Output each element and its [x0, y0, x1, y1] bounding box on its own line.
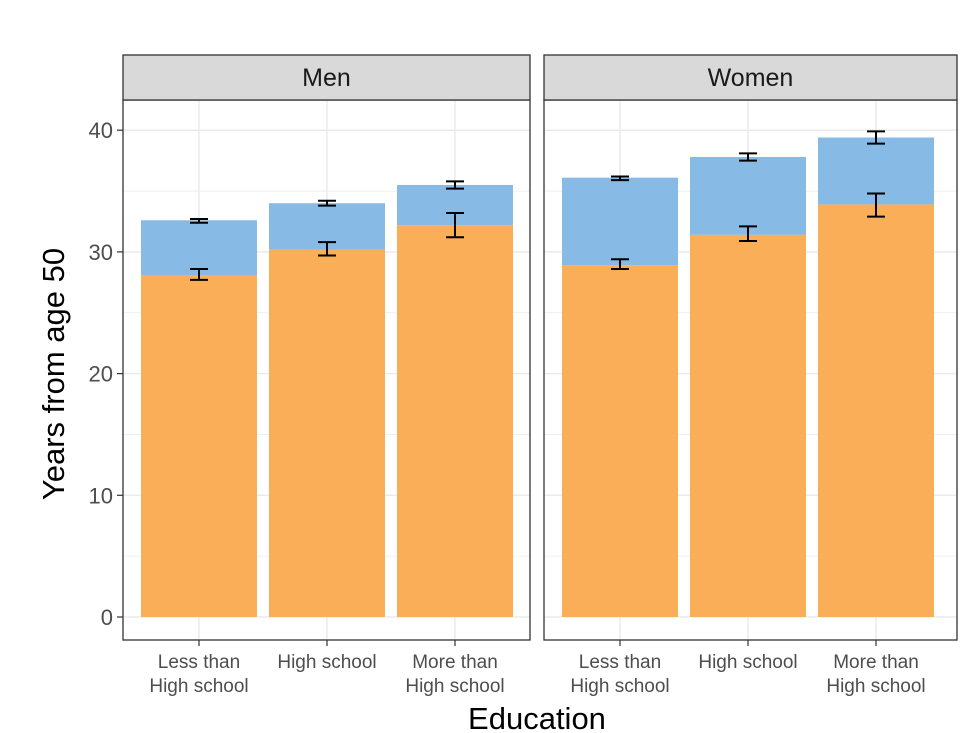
facet-strip: [122, 54, 531, 101]
errorbar-total: [318, 199, 336, 207]
panels-layer: 0 10 20 30 40 Men Less than High school High sch…: [89, 54, 958, 697]
bar-group: [690, 156, 806, 617]
x-tick-label: High school: [277, 652, 376, 673]
errorbar-lower: [611, 258, 629, 270]
x-tick-label: More than High school: [405, 652, 504, 697]
errorbar-lower: [318, 241, 336, 257]
bar-lower-segment: [690, 234, 806, 617]
facet-strip-label: Men: [302, 64, 351, 92]
bar-lower-segment: [818, 204, 934, 617]
bar-lower-segment: [397, 225, 513, 617]
y-tick-label: 40: [89, 118, 113, 143]
x-tick-label: Less than High school: [570, 652, 669, 697]
y-axis-title: Years from age 50: [36, 248, 71, 500]
bar-group: [397, 184, 513, 617]
bar-lower-segment: [562, 265, 678, 617]
bar-upper-segment: [690, 156, 806, 235]
bar-group: [562, 177, 678, 617]
y-tick-label: 30: [89, 240, 113, 265]
bar-lower-segment: [269, 249, 385, 617]
errorbar-lower: [739, 225, 757, 242]
errorbar-total: [867, 130, 885, 145]
errorbar-total: [190, 218, 208, 224]
bar-group: [269, 203, 385, 617]
panel-women: Women Less than High school High school More…: [543, 54, 958, 697]
bar-lower-segment: [141, 275, 257, 617]
bar-upper-segment: [562, 177, 678, 266]
y-tick-label: 20: [89, 362, 113, 387]
x-tick-label: Less than High school: [149, 652, 248, 697]
bar-upper-segment: [141, 220, 257, 276]
errorbar-lower: [446, 211, 464, 239]
errorbar-lower: [190, 267, 208, 281]
x-tick-label: More than High school: [826, 652, 925, 697]
bar-group: [141, 220, 257, 617]
y-tick-label: 0: [101, 605, 113, 630]
x-axis-title: Education: [468, 701, 606, 733]
errorbar-total: [739, 152, 757, 162]
errorbar-total: [446, 180, 464, 190]
y-tick-label: 10: [89, 483, 113, 508]
errorbar-total: [611, 175, 629, 182]
errorbar-lower: [867, 192, 885, 218]
x-tick-label: High school: [698, 652, 797, 673]
facet-strip-label: Women: [708, 64, 794, 92]
bar-group: [818, 137, 934, 617]
facet-strip: [543, 54, 958, 101]
panel-men: Men Less than High school High school More t…: [122, 54, 531, 697]
y-axis-ticks: 0 10 20 30 40: [89, 118, 123, 630]
